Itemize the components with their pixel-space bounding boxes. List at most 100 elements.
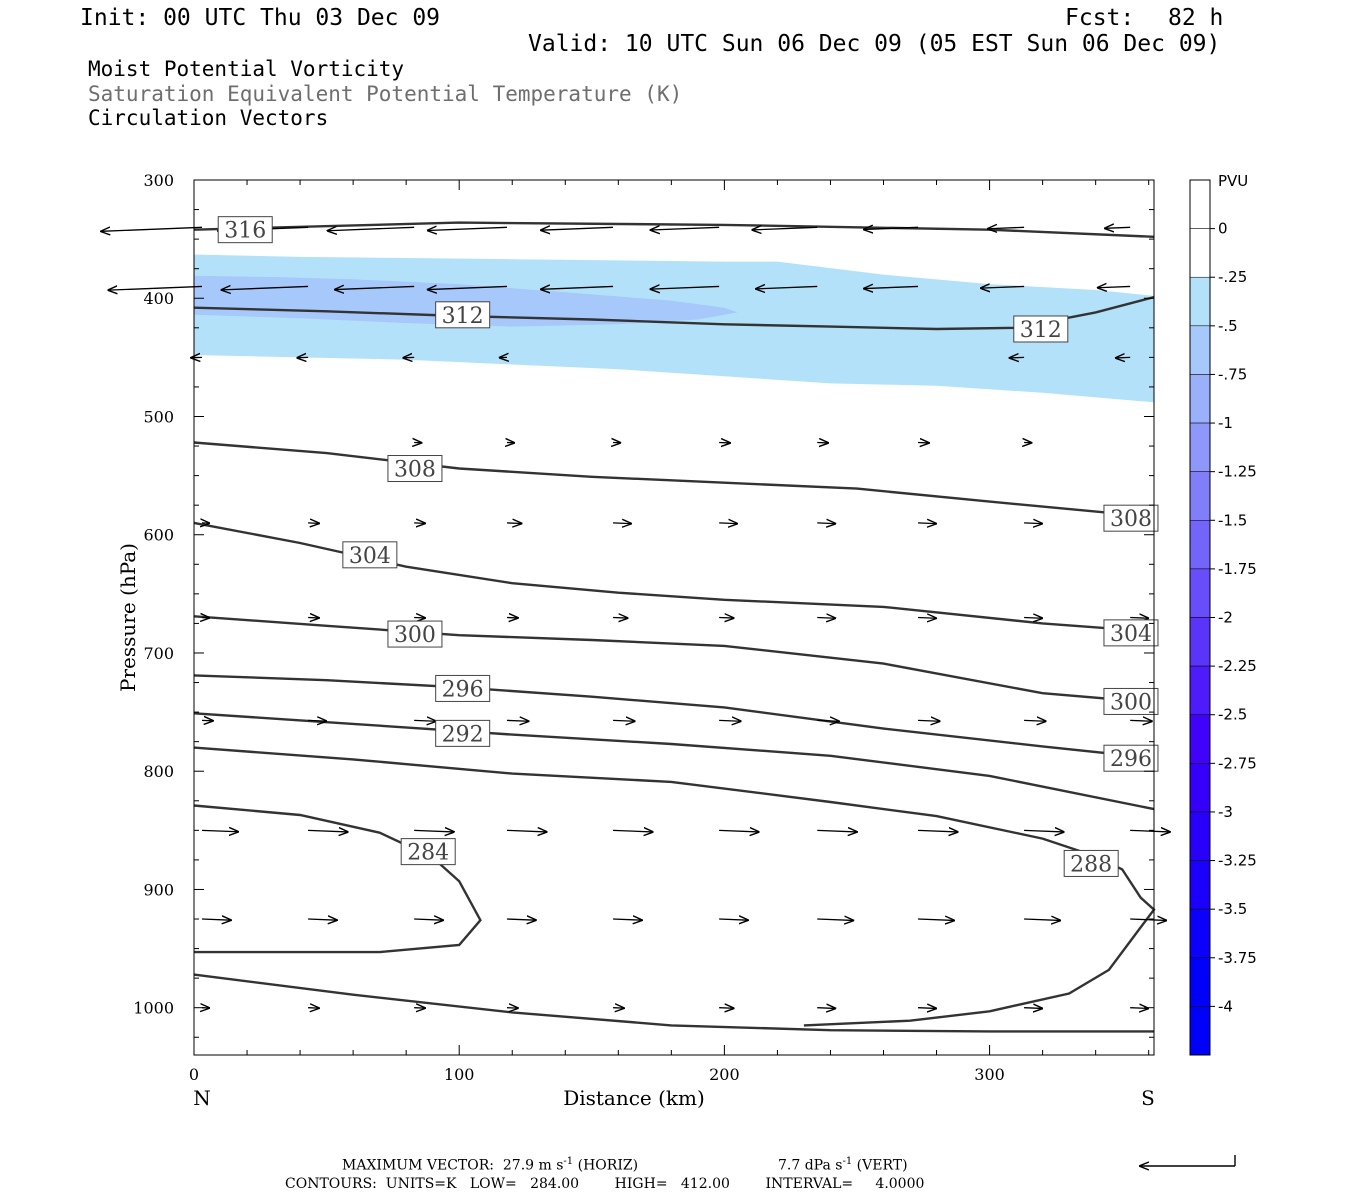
colorbar-title: PVU — [1218, 172, 1248, 190]
vector-9-7 — [917, 1008, 936, 1009]
contour-label-316-0: 316 — [224, 219, 266, 244]
contour-300-4 — [193, 615, 1155, 704]
vector-7-8 — [1024, 830, 1064, 832]
contour-label-296-10: 296 — [1110, 747, 1152, 772]
contour-label-box-4 — [1103, 504, 1159, 532]
field-theta-es: Saturation Equivalent Potential Temperat… — [88, 82, 683, 106]
contour-label-box-5 — [342, 541, 398, 569]
vector-6-2 — [414, 720, 436, 721]
y-tick-label-300: 300 — [143, 171, 174, 190]
colorbar-label-11: -2.75 — [1218, 754, 1257, 772]
vector-2-8 — [1010, 357, 1025, 358]
contour-296-5 — [193, 674, 1155, 760]
contour-label-292-11: 292 — [442, 722, 484, 747]
vector-8-7 — [917, 919, 954, 920]
pv-fill-1 — [194, 275, 738, 327]
contour-label-box-13 — [400, 838, 456, 866]
y-tick-label-800: 800 — [143, 762, 174, 781]
contour-label-box-1 — [435, 301, 491, 329]
colorbar-label-14: -3.5 — [1218, 900, 1247, 918]
vector-0-9 — [1105, 227, 1131, 228]
colorbar-label-16: -4 — [1218, 997, 1233, 1015]
vector-8-4 — [613, 919, 642, 920]
contour-label-300-7: 300 — [394, 623, 436, 648]
x-tick-label-100: 100 — [444, 1065, 475, 1084]
x-tick-label-200: 200 — [709, 1065, 740, 1084]
contour-label-304-5: 304 — [349, 544, 391, 569]
contour-label-312-2: 312 — [1020, 318, 1062, 343]
colorbar-label-4: -1 — [1218, 414, 1233, 432]
contour-label-284-13: 284 — [407, 841, 449, 866]
vector-7-1 — [308, 830, 348, 832]
colorbar-label-2: -.5 — [1218, 317, 1238, 335]
vector-1-3 — [428, 286, 507, 289]
vector-0-8 — [988, 227, 1025, 228]
vector-8-5 — [719, 919, 748, 920]
contour-label-308-4: 308 — [1110, 507, 1152, 532]
vector-5-9 — [1130, 618, 1148, 619]
vector-0-5 — [651, 227, 720, 230]
vector-6-8 — [1024, 720, 1046, 721]
vector-8-8 — [1024, 919, 1060, 920]
vert-text: (VERT) — [856, 1157, 908, 1174]
vector-4-8 — [1024, 523, 1042, 524]
contour-label-box-11 — [435, 719, 491, 747]
vector-4-5 — [719, 523, 737, 524]
contour-308-2 — [193, 441, 1155, 519]
contour-label-312-1: 312 — [442, 304, 484, 329]
vector-6-6 — [817, 720, 839, 721]
footer-contours: CONTOURS: UNITS=K LOW= 284.00 HIGH= 412.… — [285, 1176, 925, 1192]
vector-7-6 — [817, 830, 857, 832]
vector-8-2 — [414, 919, 443, 920]
contour-288-7 — [193, 746, 1156, 1027]
contour-label-box-3 — [387, 455, 443, 483]
field-mpv: Moist Potential Vorticity — [88, 57, 405, 81]
x-tick-label-300: 300 — [974, 1065, 1005, 1084]
colorbar-box-11 — [1189, 714, 1211, 764]
vector-6-3 — [506, 720, 529, 721]
vector-1-1 — [222, 286, 309, 289]
vector-7-9 — [1130, 830, 1170, 832]
x-tick-label-0: 0 — [189, 1065, 199, 1084]
vector-8-3 — [506, 919, 536, 920]
vector-9-9 — [1130, 1008, 1148, 1009]
vector-4-7 — [917, 523, 936, 524]
colorbar-label-6: -1.5 — [1218, 511, 1247, 529]
vector-9-5 — [719, 1008, 733, 1009]
colorbar-label-12: -3 — [1218, 803, 1233, 821]
colorbar-box-0 — [1189, 179, 1211, 229]
vector-7-2 — [414, 830, 454, 832]
colorbar-box-10 — [1189, 665, 1211, 715]
vector-9-6 — [817, 1008, 835, 1009]
colorbar-label-3: -.75 — [1218, 365, 1247, 383]
colorbar-box-6 — [1189, 471, 1211, 521]
contour-284-8 — [193, 804, 482, 954]
vector-1-7 — [864, 286, 919, 288]
vector-7-4 — [613, 830, 653, 832]
colorbar-box-12 — [1189, 763, 1211, 813]
vector-1-5 — [651, 286, 720, 289]
vector-2-9 — [1116, 357, 1131, 358]
contour-label-box-10 — [1103, 744, 1159, 772]
vector-0-6 — [752, 227, 818, 230]
forecast-label: Fcst: — [1065, 5, 1135, 31]
vector-6-1 — [308, 720, 326, 721]
contour-label-box-7 — [387, 620, 443, 648]
vert-value: 7.7 dPa s — [778, 1157, 843, 1174]
colorbar-box-2 — [1189, 276, 1211, 327]
max-vector-exp: -1 — [563, 1156, 574, 1167]
forecast-hours: 82 h — [1168, 5, 1224, 31]
colorbar-box-14 — [1189, 860, 1211, 910]
colorbar-label-10: -2.5 — [1218, 706, 1247, 724]
colorbar-label-8: -2 — [1218, 609, 1233, 627]
vector-1-8 — [981, 286, 1025, 288]
contour-label-box-8 — [1103, 687, 1159, 715]
vector-4-3 — [506, 523, 521, 524]
valid-time: Valid: 10 UTC Sun 06 Dec 09 (05 EST Sun … — [528, 31, 1221, 57]
vector-5-8 — [1024, 618, 1042, 619]
y-tick-label-700: 700 — [143, 644, 174, 663]
colorbar-box-8 — [1189, 568, 1211, 618]
colorbar-label-7: -1.75 — [1218, 560, 1257, 578]
y-tick-label-400: 400 — [143, 289, 174, 308]
